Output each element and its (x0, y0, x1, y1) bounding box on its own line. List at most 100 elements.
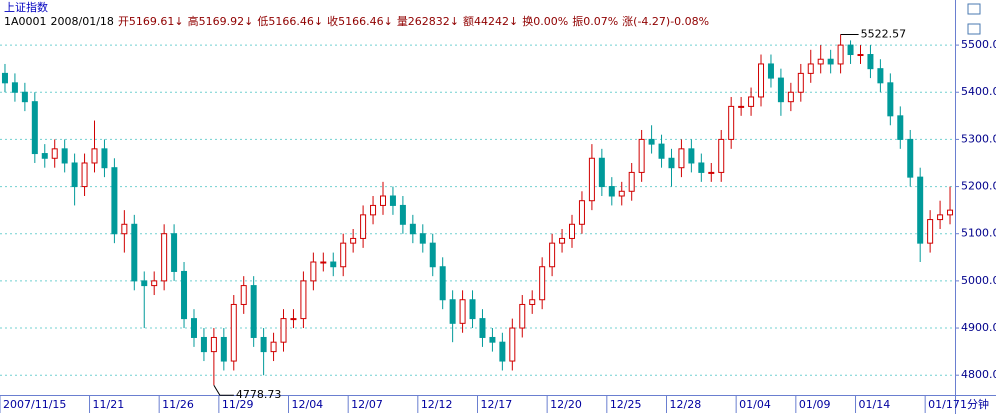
candle-body (230, 303, 237, 362)
annotation: 5522.57 (861, 27, 907, 40)
y-tick-label: 5300.0 (961, 132, 996, 145)
candle-body (439, 266, 446, 301)
info-line: 1A0001 2008/01/18 开5169.61↓ 高5169.92↓ 低5166.… (4, 14, 709, 28)
candle-body (907, 138, 914, 178)
candle-body (71, 162, 78, 188)
candle-body (91, 148, 98, 164)
x-tick-label: 01/04 (739, 398, 771, 411)
candle-body (280, 318, 287, 343)
candle-body (588, 157, 595, 202)
candle-body (539, 266, 546, 301)
candle-body (857, 54, 864, 57)
info-item: 2008/01/18 (51, 15, 114, 28)
x-tick-label: 2007/11/15 (3, 398, 66, 411)
info-item: 换0.00% (522, 14, 568, 28)
candle-body (608, 186, 615, 197)
candle-body (310, 261, 317, 282)
info-item: 1A0001 (4, 15, 47, 28)
candle-body (61, 148, 68, 164)
candle-body (81, 162, 88, 188)
candle-body (389, 195, 396, 206)
candle-body (559, 237, 566, 244)
y-tick-label: 5200.0 (961, 180, 996, 193)
x-tick-label: 11/29 (222, 398, 254, 411)
candle-body (449, 299, 456, 324)
candle-body (519, 303, 526, 329)
candle-body (827, 58, 834, 65)
candle-body (628, 171, 635, 192)
candle-body (121, 223, 128, 235)
candle-body (738, 105, 745, 108)
y-tick-label: 5400.0 (961, 85, 996, 98)
candle-body (190, 318, 197, 338)
info-item: 量262832↓ (397, 15, 459, 28)
candle-body (320, 261, 327, 264)
candle-body (200, 336, 207, 353)
y-tick-label: 5100.0 (961, 227, 996, 240)
candle-body (131, 223, 138, 282)
info-item: 开5169.61↓ (118, 15, 184, 28)
icon[interactable] (967, 23, 981, 35)
x-tick-label: 01/17 (928, 398, 960, 411)
candle-body (618, 190, 625, 197)
candle-body (270, 341, 277, 353)
candle-body (151, 280, 158, 287)
candle-body (399, 204, 406, 225)
candle-body (210, 336, 217, 353)
candle-body (31, 101, 38, 155)
candle-body (509, 327, 516, 362)
candle-body (569, 223, 576, 239)
candle-body (817, 58, 824, 65)
candle-body (21, 91, 28, 103)
info-item: 高5169.92↓ (188, 14, 254, 28)
candle-body (638, 138, 645, 173)
candle-body (409, 223, 416, 235)
candle-body (797, 72, 804, 93)
candle-body (529, 299, 536, 305)
candle-body (250, 285, 257, 338)
candle-body (807, 63, 814, 74)
candle-body (111, 167, 118, 235)
candle-body (370, 204, 377, 216)
candle-body (847, 44, 854, 56)
candle-body (718, 138, 725, 173)
x-tick-label: 12/04 (291, 398, 323, 411)
candle-body (51, 148, 58, 159)
candle-body (101, 148, 108, 169)
candle-body (668, 157, 675, 169)
candle-body (350, 237, 357, 244)
candle-body (419, 233, 426, 244)
candle-body (758, 63, 765, 98)
candle-body (678, 148, 685, 169)
x-tick-label: 12/07 (351, 398, 383, 411)
x-tick-label: 01/09 (799, 398, 831, 411)
candle-body (787, 91, 794, 103)
x-tick-label: 12/12 (421, 398, 453, 411)
x-tick-label: 12/17 (481, 398, 513, 411)
x-tick-label: 11/26 (162, 398, 194, 411)
candle-body (240, 285, 247, 305)
candle-body (171, 233, 178, 272)
candle-body (549, 242, 556, 268)
x-tick-label: 12/25 (610, 398, 642, 411)
candle-body (917, 176, 924, 244)
info-item: 低5166.46↓ (257, 15, 323, 28)
y-tick-label: 5000.0 (961, 274, 996, 287)
candle-body (578, 200, 585, 225)
x-tick-label: 12/28 (670, 398, 702, 411)
icon[interactable] (967, 3, 981, 15)
candle-body (290, 318, 297, 321)
y-tick-label: 4900.0 (961, 321, 996, 334)
candle-body (708, 171, 715, 174)
candle-body (777, 77, 784, 103)
candle-body (499, 341, 506, 362)
candle-body (459, 299, 466, 324)
candle-body (937, 214, 944, 221)
y-tick-label: 4800.0 (961, 368, 996, 381)
info-item: 额44242↓ (463, 15, 518, 28)
x-tick-label: 12/20 (550, 398, 582, 411)
candle-body (330, 261, 337, 268)
chart-title: 上证指数 (4, 0, 48, 14)
